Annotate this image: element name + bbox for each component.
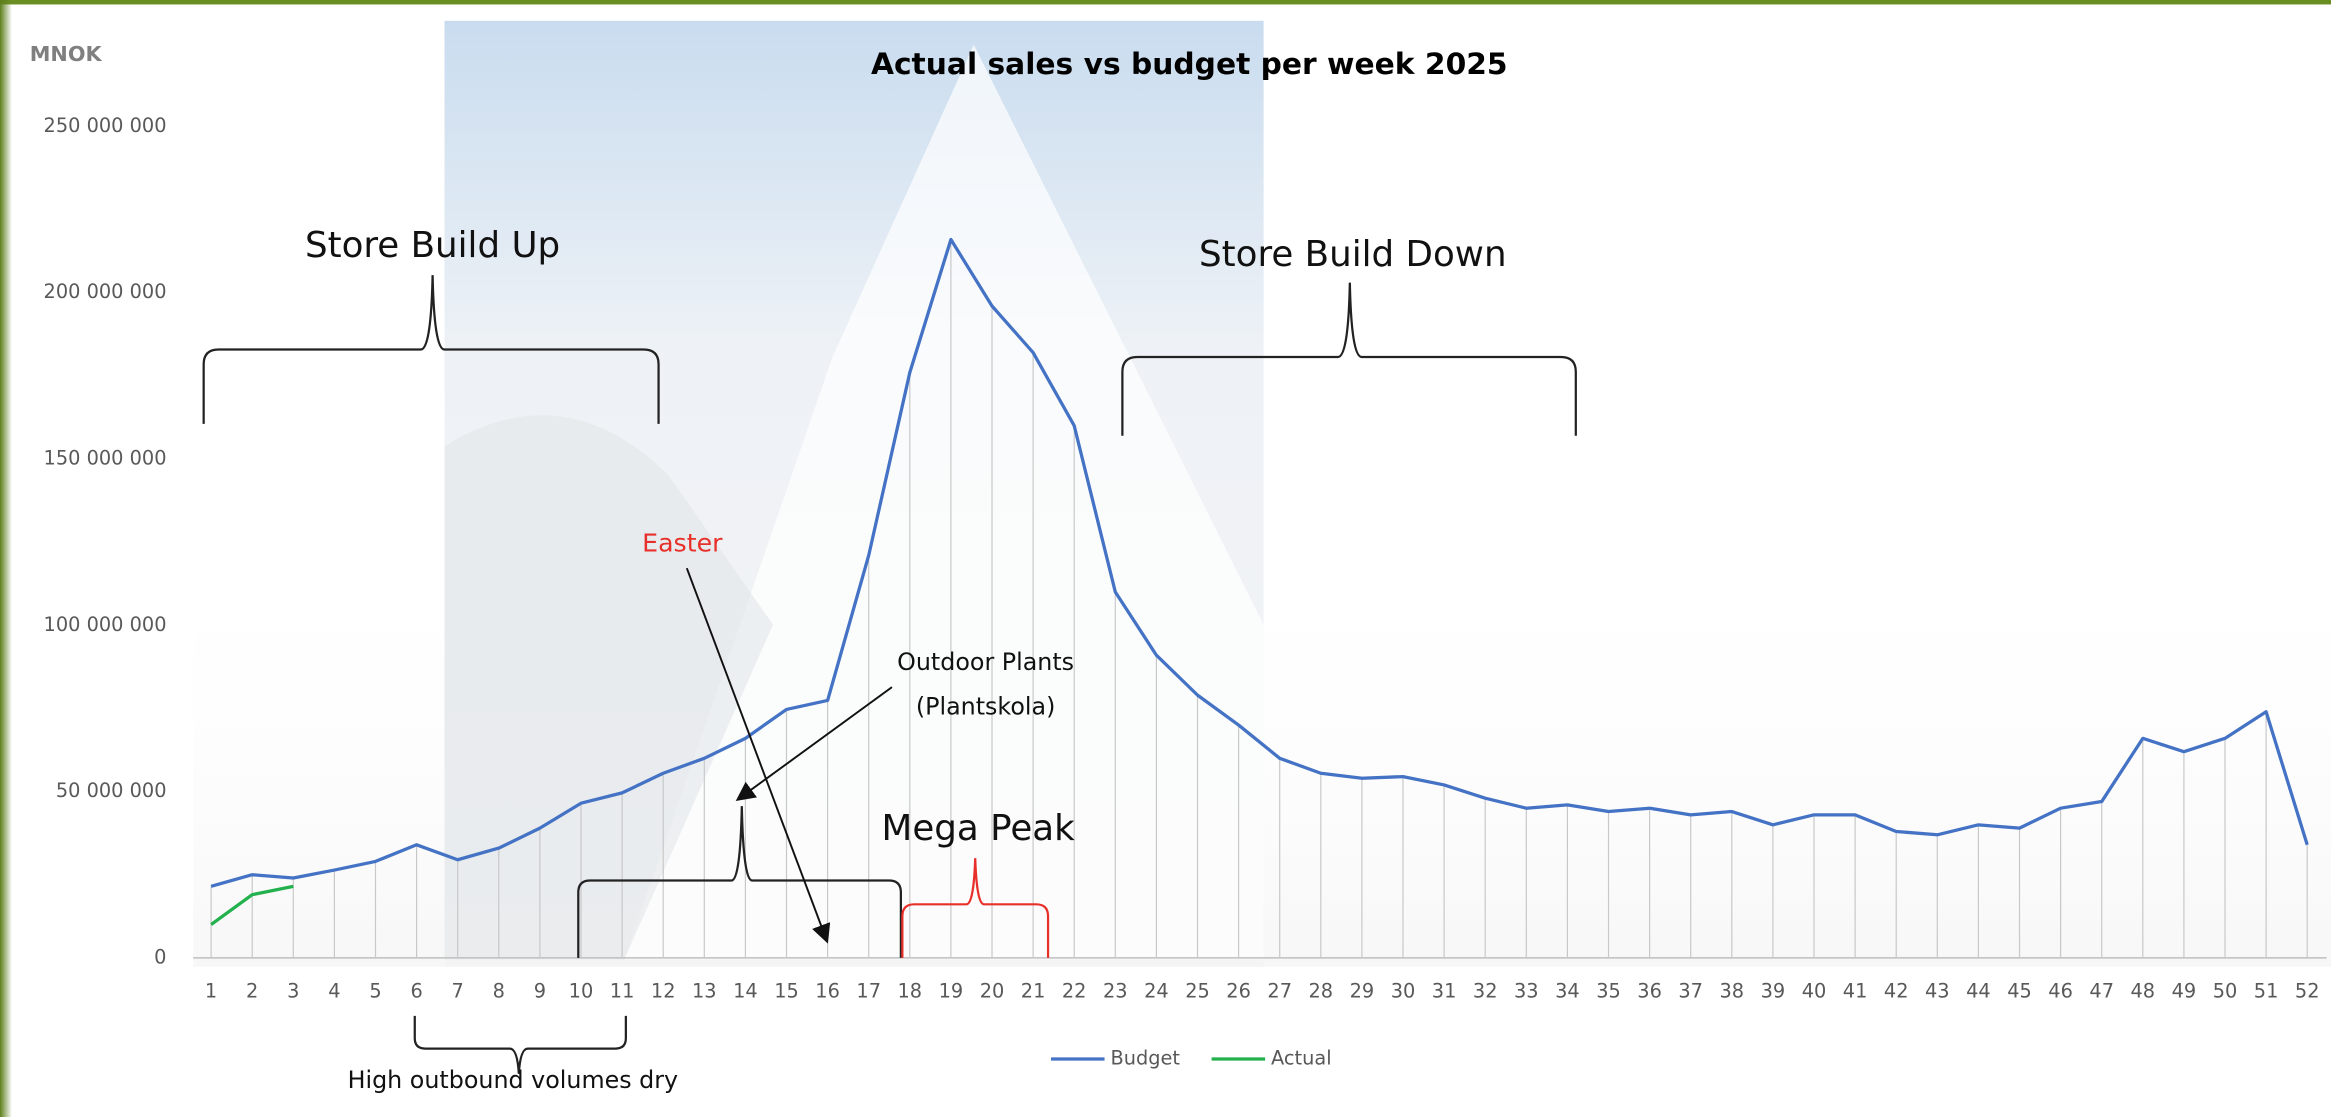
x-tick-label: 48 (2131, 980, 2156, 1003)
x-tick-label: 50 (2213, 980, 2238, 1003)
x-tick-label: 37 (1678, 980, 1703, 1003)
y-tick-label: 50 000 000 (56, 779, 167, 802)
x-tick-label: 17 (856, 980, 881, 1003)
arrow-easter (685, 567, 831, 944)
y-tick-label: 100 000 000 (44, 613, 167, 636)
y-tick-label: 0 (154, 945, 166, 968)
x-tick-label: 13 (692, 980, 717, 1003)
x-tick-label: 7 (452, 980, 464, 1003)
x-tick-label: 14 (733, 980, 758, 1003)
x-tick-label: 46 (2048, 980, 2073, 1003)
x-tick-label: 39 (1761, 980, 1786, 1003)
legend-label: Actual (1271, 1046, 1332, 1069)
x-tick-label: 6 (410, 980, 422, 1003)
brace-build-down (1121, 282, 1577, 436)
x-tick-label: 31 (1432, 980, 1457, 1003)
x-tick-label: 4 (328, 980, 340, 1003)
x-tick-label: 40 (1802, 980, 1827, 1003)
x-tick-label: 26 (1226, 980, 1251, 1003)
x-tick-label: 15 (774, 980, 799, 1003)
series-line (210, 237, 2309, 888)
x-tick-label: 42 (1884, 980, 1909, 1003)
top-border (0, 0, 2331, 5)
x-tick-label: 12 (651, 980, 676, 1003)
x-tick-label: 1 (205, 980, 217, 1003)
annotation: (Plantskola) (916, 692, 1055, 720)
annotation: Store Build Up (305, 225, 560, 266)
x-tick-label: 52 (2295, 980, 2320, 1003)
x-tick-label: 20 (980, 980, 1005, 1003)
x-tick-label: 35 (1596, 980, 1621, 1003)
x-tick-label: 22 (1062, 980, 1087, 1003)
x-tick-label: 23 (1103, 980, 1128, 1003)
legend-label: Budget (1110, 1046, 1180, 1069)
y-tick-label: 250 000 000 (44, 114, 167, 137)
arrow-outdoor (735, 686, 893, 801)
x-tick-label: 19 (939, 980, 964, 1003)
annotation: Store Build Down (1199, 234, 1507, 275)
x-tick-label: 36 (1637, 980, 1662, 1003)
x-tick-label: 21 (1021, 980, 1046, 1003)
x-tick-label: 18 (898, 980, 923, 1003)
x-tick-label: 3 (287, 980, 299, 1003)
series-line (210, 884, 294, 926)
brace-easter (577, 806, 902, 958)
x-tick-label: 41 (1843, 980, 1868, 1003)
annotation: Mega Peak (882, 808, 1076, 849)
x-tick-label: 32 (1473, 980, 1498, 1003)
x-tick-label: 33 (1514, 980, 1539, 1003)
mountain-ridge (444, 415, 774, 960)
x-tick-label: 24 (1144, 980, 1169, 1003)
x-tick-label: 9 (534, 980, 546, 1003)
plot-area: 0 50 000 000 100 000 000 150 000 000 200 000… (44, 114, 2327, 1003)
x-tick-label: 44 (1966, 980, 1991, 1003)
x-tick-label: 2 (246, 980, 258, 1003)
brace-build-up (202, 275, 660, 424)
x-tick-label: 16 (815, 980, 840, 1003)
x-tick-label: 45 (2007, 980, 2032, 1003)
x-tick-label: 34 (1555, 980, 1580, 1003)
x-tick-label: 30 (1391, 980, 1416, 1003)
x-tick-label: 5 (369, 980, 381, 1003)
x-tick-label: 25 (1185, 980, 1210, 1003)
x-tick-label: 28 (1309, 980, 1334, 1003)
x-tick-label: 29 (1350, 980, 1375, 1003)
y-tick-label: 150 000 000 (44, 446, 167, 469)
x-tick-label: 47 (2089, 980, 2114, 1003)
x-tick-label: 38 (1720, 980, 1745, 1003)
x-tick-label: 51 (2254, 980, 2279, 1003)
annotation: Easter (642, 528, 723, 557)
mountain-shape (624, 44, 1264, 960)
x-tick-label: 43 (1925, 980, 1950, 1003)
x-tick-label: 11 (610, 980, 635, 1003)
legend: Budget Actual (1051, 1046, 1332, 1069)
chart-title: Actual sales vs budget per week 2025 (871, 47, 1508, 82)
annotation: Outdoor Plants (897, 648, 1074, 676)
annotation: High outbound volumes dry (348, 1066, 679, 1094)
y-tick-label: 200 000 000 (44, 280, 167, 303)
x-tick-label: 49 (2172, 980, 2197, 1003)
brace-outbound (413, 1015, 627, 1074)
x-tick-label: 10 (569, 980, 594, 1003)
x-tick-label: 8 (493, 980, 505, 1003)
x-tick-label: 27 (1267, 980, 1292, 1003)
y-axis-label: MNOK (30, 42, 103, 66)
brace-mega-peak (901, 858, 1050, 958)
left-border (0, 0, 12, 1117)
